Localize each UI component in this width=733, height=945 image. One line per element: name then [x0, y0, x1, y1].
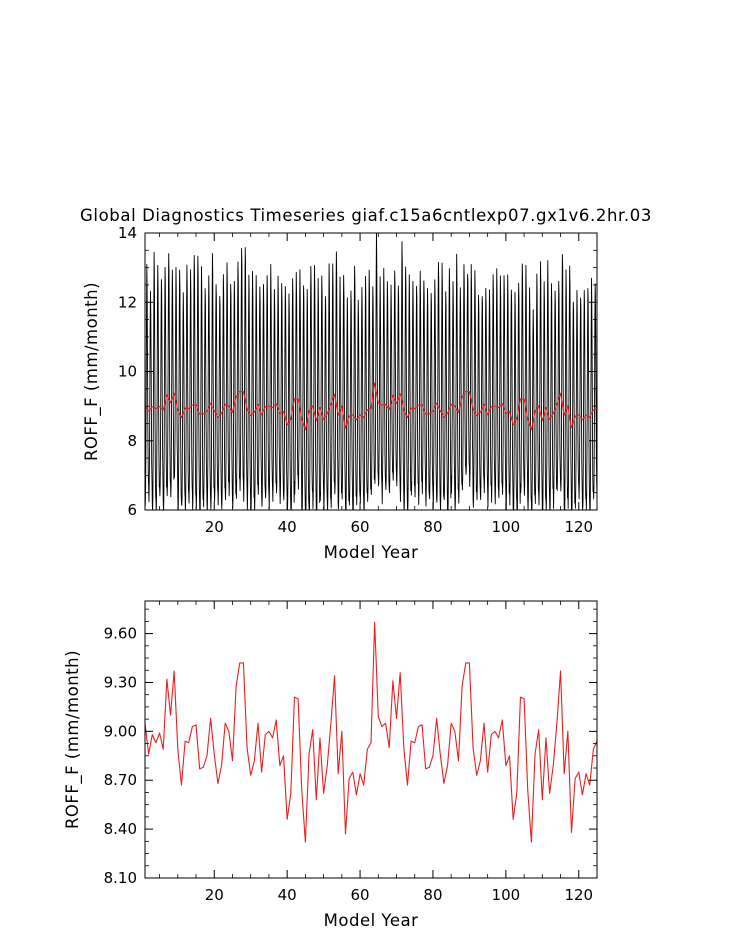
y-tick-label: 8.40: [104, 820, 137, 838]
y-tick-label: 9.00: [104, 722, 137, 740]
plot-frame: [144, 600, 598, 879]
series-line-0: [145, 233, 597, 510]
x-tick-label: 120: [564, 518, 593, 536]
figure-title: Global Diagnostics Timeseries giaf.c15a6…: [80, 206, 652, 225]
y-tick-label: 9.60: [104, 625, 137, 643]
x-tick-label: 120: [564, 886, 593, 904]
series-line-0: [145, 621, 597, 843]
top-panel: 20 40 60 80 100 120 6 8 10 12 14 Model Year ROFF_F (…: [82, 224, 598, 562]
x-axis-label: Model Year: [324, 911, 419, 930]
x-tick-label: 60: [351, 886, 370, 904]
y-tick-label: 8.70: [104, 771, 137, 789]
y-tick-label: 9.30: [104, 673, 137, 691]
y-tick-label: 14: [118, 224, 137, 242]
x-tick-label: 100: [492, 518, 521, 536]
y-axis-label: ROFF_F (mm/month): [63, 650, 83, 829]
x-tick-label: 40: [278, 886, 297, 904]
y-tick-label: 10: [118, 363, 137, 381]
y-tick-label: 8: [127, 432, 137, 450]
x-tick-label: 80: [423, 886, 442, 904]
y-tick-label: 12: [118, 293, 137, 311]
y-axis-label: ROFF_F (mm/month): [82, 282, 102, 461]
bottom-panel: 20 40 60 80 100 120 8.10 8.40 8.70 9.00 9.30 9.60 Mo…: [63, 600, 598, 930]
x-axis-label: Model Year: [324, 543, 419, 562]
x-tick-label: 80: [423, 518, 442, 536]
x-tick-label: 100: [492, 886, 521, 904]
x-tick-label: 40: [278, 518, 297, 536]
y-tick-label: 6: [127, 501, 137, 519]
y-tick-label: 8.10: [104, 869, 137, 887]
x-tick-label: 20: [205, 886, 224, 904]
x-tick-label: 20: [205, 518, 224, 536]
x-tick-label: 60: [351, 518, 370, 536]
series-line-1: [145, 382, 597, 431]
